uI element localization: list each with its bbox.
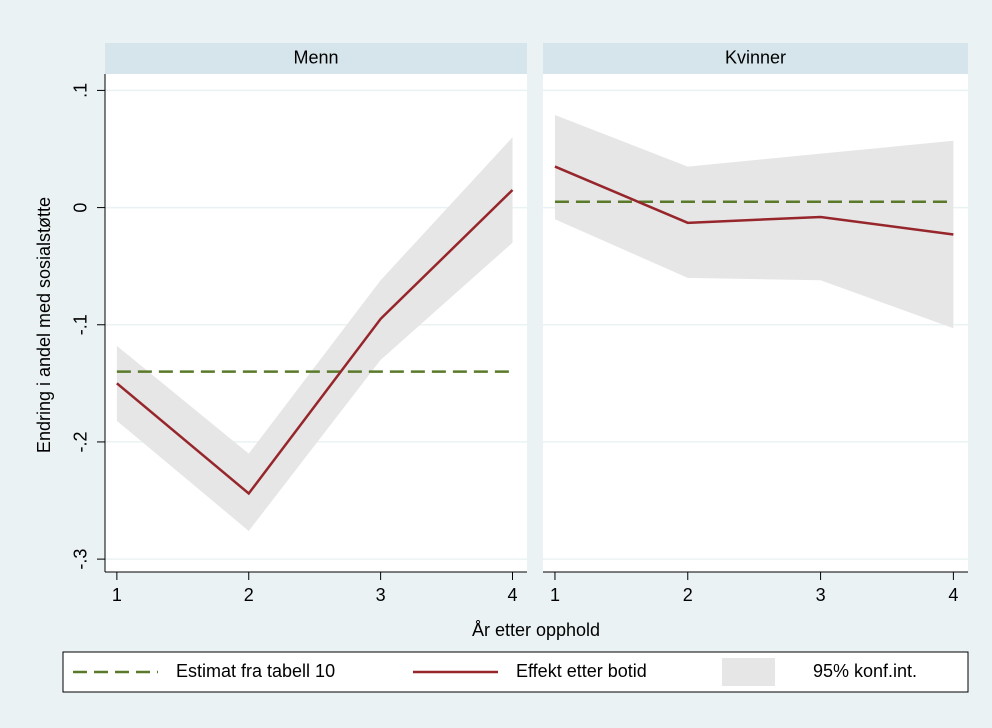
- x-tick-label: 3: [376, 585, 386, 605]
- legend-swatch: [722, 658, 775, 686]
- panel-title: Menn: [293, 47, 338, 67]
- y-tick-label: -.2: [71, 431, 91, 452]
- y-tick-label: .1: [71, 83, 91, 98]
- confidence-band: [554, 115, 954, 329]
- confidence-band: [116, 137, 513, 531]
- legend-label: Estimat fra tabell 10: [176, 661, 335, 681]
- x-tick-label: 2: [683, 585, 693, 605]
- effect-line: [554, 165, 954, 236]
- y-tick-label: 0: [71, 203, 91, 213]
- x-tick-label: 4: [507, 585, 517, 605]
- legend-label: Effekt etter botid: [516, 661, 647, 681]
- y-axis-title: Endring i andel med sosialstøtte: [34, 197, 54, 453]
- panel-header: [105, 43, 527, 74]
- x-tick-label: 3: [816, 585, 826, 605]
- x-axis-title: År etter opphold: [472, 620, 600, 640]
- y-tick-label: -.1: [71, 314, 91, 335]
- effect-line: [116, 189, 514, 496]
- panel-title: Kvinner: [725, 47, 786, 67]
- x-tick-label: 1: [112, 585, 122, 605]
- x-tick-label: 1: [550, 585, 560, 605]
- legend-box: [62, 651, 969, 693]
- y-tick-label: -.3: [71, 549, 91, 570]
- panel-header: [543, 43, 968, 74]
- x-tick-label: 2: [244, 585, 254, 605]
- legend-label: 95% konf.int.: [813, 661, 917, 681]
- plot-area: [105, 74, 527, 572]
- x-tick-label: 4: [948, 585, 958, 605]
